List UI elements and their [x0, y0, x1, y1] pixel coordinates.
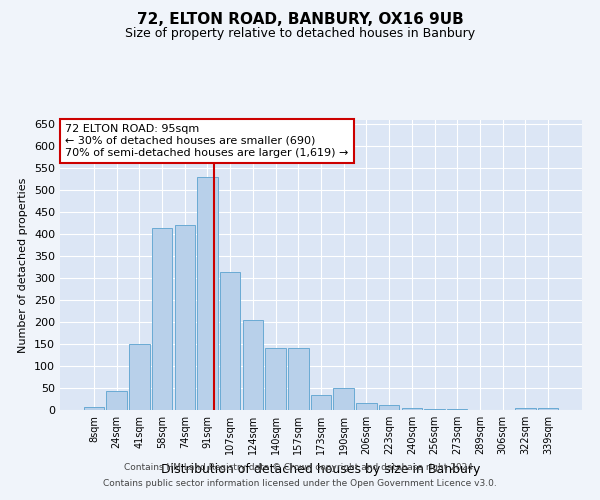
Y-axis label: Number of detached properties: Number of detached properties [19, 178, 28, 352]
Bar [538, 408, 558, 410]
Bar [175, 226, 195, 410]
Bar [84, 407, 104, 410]
Bar [356, 404, 377, 410]
Bar [197, 177, 218, 410]
Bar [265, 348, 286, 410]
Bar [152, 228, 172, 410]
Text: 72, ELTON ROAD, BANBURY, OX16 9UB: 72, ELTON ROAD, BANBURY, OX16 9UB [137, 12, 463, 28]
Bar [334, 388, 354, 410]
Bar [447, 409, 467, 410]
Bar [288, 348, 308, 410]
Text: Size of property relative to detached houses in Banbury: Size of property relative to detached ho… [125, 28, 475, 40]
Bar [242, 320, 263, 410]
Bar [515, 408, 536, 410]
Text: 72 ELTON ROAD: 95sqm
← 30% of detached houses are smaller (690)
70% of semi-deta: 72 ELTON ROAD: 95sqm ← 30% of detached h… [65, 124, 349, 158]
Text: Contains HM Land Registry data © Crown copyright and database right 2024.: Contains HM Land Registry data © Crown c… [124, 464, 476, 472]
X-axis label: Distribution of detached houses by size in Banbury: Distribution of detached houses by size … [161, 462, 481, 475]
Bar [311, 394, 331, 410]
Bar [129, 344, 149, 410]
Bar [106, 390, 127, 410]
Bar [424, 409, 445, 410]
Bar [401, 408, 422, 410]
Text: Contains public sector information licensed under the Open Government Licence v3: Contains public sector information licen… [103, 478, 497, 488]
Bar [220, 272, 241, 410]
Bar [379, 404, 400, 410]
